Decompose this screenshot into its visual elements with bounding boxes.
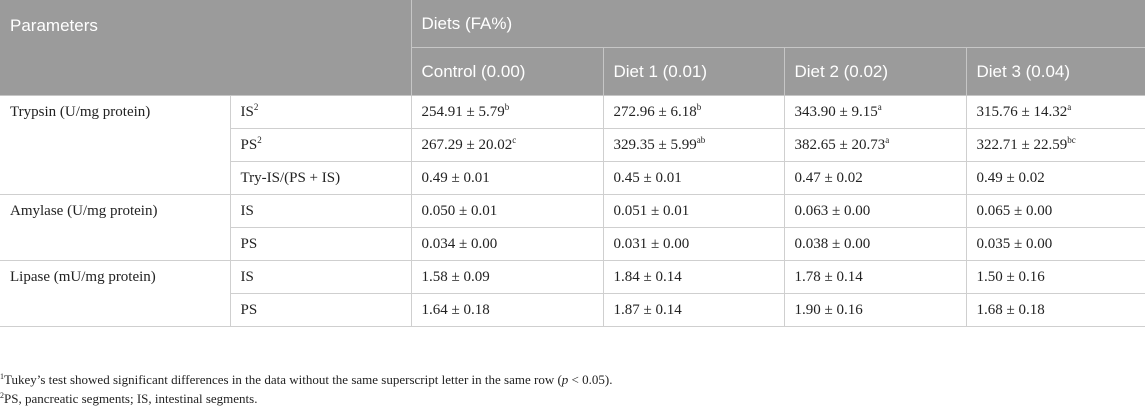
value-cell: 0.031 ± 0.00: [602, 227, 784, 261]
value-cell: 0.035 ± 0.00: [965, 227, 1145, 261]
table-row: Try-IS/(PS + IS) 0.49 ± 0.01 0.45 ± 0.01…: [0, 161, 1145, 195]
value-cell: 254.91 ± 5.79b: [410, 95, 603, 129]
header-diet-3: Diet 3 (0.04): [965, 47, 1145, 96]
value-cell: 1.50 ± 0.16: [965, 260, 1145, 294]
value-cell: 0.49 ± 0.01: [410, 161, 603, 195]
footnote-2: 2PS, pancreatic segments; IS, intestinal…: [0, 391, 258, 406]
value-cell: 0.45 ± 0.01: [602, 161, 784, 195]
param-amylase: Amylase (U/mg protein): [0, 194, 230, 261]
table-body: Trypsin (U/mg protein) IS2 254.91 ± 5.79…: [0, 95, 1145, 327]
sub-label: PS2: [229, 128, 411, 162]
param-trypsin: Trypsin (U/mg protein): [0, 95, 230, 195]
value-cell: 1.87 ± 0.14: [602, 293, 784, 327]
value-cell: 267.29 ± 20.02c: [410, 128, 603, 162]
table-row: Trypsin (U/mg protein) IS2 254.91 ± 5.79…: [0, 95, 1145, 195]
value-cell: 1.58 ± 0.09: [410, 260, 603, 294]
sub-label: Try-IS/(PS + IS): [229, 161, 411, 195]
sub-label: PS: [229, 227, 411, 261]
value-cell: 1.78 ± 0.14: [783, 260, 966, 294]
sub-label: IS: [229, 194, 411, 228]
value-cell: 0.050 ± 0.01: [410, 194, 603, 228]
sub-label: IS2: [229, 95, 411, 129]
value-cell: 315.76 ± 14.32a: [965, 95, 1145, 129]
footnote-1: 1Tukey’s test showed significant differe…: [0, 372, 613, 387]
enzyme-activity-table: Parameters Diets (FA%) Control (0.00) Di…: [0, 0, 1145, 327]
header-diet-1: Diet 1 (0.01): [602, 47, 784, 96]
value-cell: 382.65 ± 20.73a: [783, 128, 966, 162]
value-cell: 1.64 ± 0.18: [410, 293, 603, 327]
table-footnotes: 1Tukey’s test showed significant differe…: [0, 370, 1145, 408]
table-row: PS 1.64 ± 0.18 1.87 ± 0.14 1.90 ± 0.16 1…: [0, 293, 1145, 327]
value-cell: 272.96 ± 6.18b: [602, 95, 784, 129]
table-row: PS2 267.29 ± 20.02c 329.35 ± 5.99ab 382.…: [0, 128, 1145, 162]
value-cell: 0.47 ± 0.02: [783, 161, 966, 195]
value-cell: 0.038 ± 0.00: [783, 227, 966, 261]
header-diet-2: Diet 2 (0.02): [783, 47, 966, 96]
value-cell: 0.051 ± 0.01: [602, 194, 784, 228]
header-diets: Diets (FA%): [410, 0, 1145, 48]
value-cell: 329.35 ± 5.99ab: [602, 128, 784, 162]
sub-label: PS: [229, 293, 411, 327]
value-cell: 1.68 ± 0.18: [965, 293, 1145, 327]
table-row: Lipase (mU/mg protein) IS 1.58 ± 0.09 1.…: [0, 260, 1145, 327]
value-cell: 0.034 ± 0.00: [410, 227, 603, 261]
table-row: Amylase (U/mg protein) IS 0.050 ± 0.01 0…: [0, 194, 1145, 261]
table-header: Parameters Diets (FA%) Control (0.00) Di…: [0, 0, 1145, 96]
value-cell: 1.90 ± 0.16: [783, 293, 966, 327]
value-cell: 322.71 ± 22.59bc: [965, 128, 1145, 162]
value-cell: 0.49 ± 0.02: [965, 161, 1145, 195]
sub-label: IS: [229, 260, 411, 294]
header-control: Control (0.00): [410, 47, 603, 96]
param-lipase: Lipase (mU/mg protein): [0, 260, 230, 327]
value-cell: 0.065 ± 0.00: [965, 194, 1145, 228]
header-parameters: Parameters: [0, 0, 411, 96]
value-cell: 343.90 ± 9.15a: [783, 95, 966, 129]
value-cell: 1.84 ± 0.14: [602, 260, 784, 294]
value-cell: 0.063 ± 0.00: [783, 194, 966, 228]
table-row: PS 0.034 ± 0.00 0.031 ± 0.00 0.038 ± 0.0…: [0, 227, 1145, 261]
